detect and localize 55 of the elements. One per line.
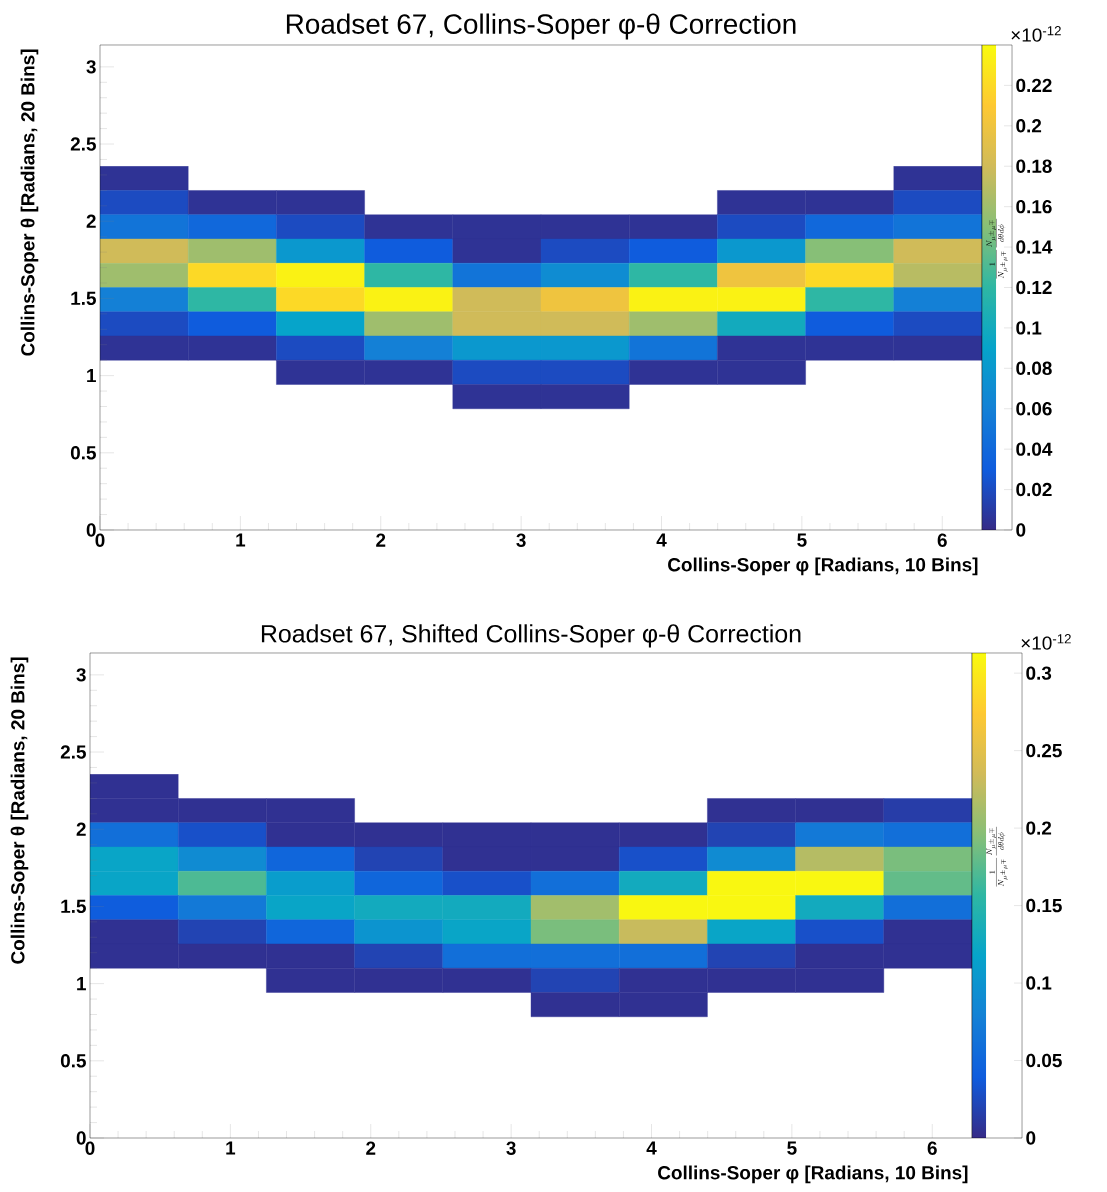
x-axis-title: Collins-Soper φ [Radians, 10 Bins] [658, 1165, 968, 1184]
y-tick-label: 2 [76, 822, 86, 836]
y-tick-label: 1.5 [71, 291, 96, 306]
x-tick-label: 1 [236, 533, 246, 547]
color-bar-label: 0 [1016, 523, 1026, 537]
chart-title: Roadset 67, Collins-Soper φ-θ Correction [286, 13, 796, 40]
color-bar-label: 0.25 [1026, 743, 1062, 758]
color-bar-label: 0.05 [1026, 1053, 1062, 1068]
color-bar-label: 0.12 [1016, 280, 1052, 295]
color-bar-label: 0.22 [1016, 78, 1052, 93]
color-bar-label: 0.18 [1016, 159, 1052, 173]
y-tick-label: 2.5 [60, 745, 86, 759]
x-tick-label: 6 [937, 533, 947, 547]
color-bar-title: $\frac{1}{N_{\mu^{\pm}\mu^{\mp}}}\frac{N_{\mu^{\pm}\mu^{\mp}}}{d\theta d\phi}$ [986, 826, 1008, 887]
color-bar-label: 0.02 [1016, 482, 1052, 497]
x-tick-label: 4 [646, 1141, 657, 1155]
color-bar-label: 0.14 [1016, 240, 1053, 254]
y-tick-label: 1 [87, 369, 96, 383]
y-tick-label: 0.5 [70, 446, 96, 460]
x-axis-title: Collins-Soper φ [Radians, 10 Bins] [668, 557, 978, 576]
color-bar-label: 0.1 [1016, 321, 1042, 335]
color-bar-label: 0.04 [1016, 442, 1053, 456]
y-tick-label: 3 [76, 668, 86, 682]
x-tick-label: 4 [656, 533, 667, 547]
y-tick-label: 0.5 [60, 1054, 86, 1068]
color-bar-label: 0.2 [1016, 119, 1042, 133]
x-tick-label: 1 [226, 1141, 236, 1155]
y-tick-label: 3 [86, 60, 96, 74]
text: ×10$^{-12}$ [1011, 26, 1061, 42]
y-axis-title: Collins-Soper θ [Radians, 20 Bins] [20, 49, 39, 356]
color-bar-label: 0.08 [1016, 361, 1052, 376]
y-tick-label: 1 [77, 977, 86, 991]
x-tick-label: 2 [376, 533, 386, 547]
color-bar-label: 0.1 [1026, 976, 1052, 990]
y-tick-label: 2 [86, 214, 96, 228]
color-bar-label: 0.15 [1026, 898, 1062, 913]
color-bar-label: 0.3 [1026, 666, 1052, 680]
color-bar-label: 0.2 [1026, 821, 1052, 835]
y-tick-label: 0 [76, 1131, 86, 1145]
color-bar-label: 0 [1026, 1131, 1036, 1145]
y-tick-label: 0 [86, 523, 96, 537]
y-axis-title: Collins-Soper θ [Radians, 20 Bins] [10, 657, 29, 964]
text: ×10$^{-12}$ [1021, 634, 1071, 650]
chart-title: Roadset 67, Shifted Collins-Soper φ-θ Correction [261, 624, 801, 648]
x-tick-label: 5 [787, 1141, 797, 1155]
x-tick-label: 0 [95, 533, 105, 547]
y-tick-label: 1.5 [61, 899, 86, 914]
color-bar-label: 0.16 [1016, 199, 1052, 214]
x-tick-label: 3 [516, 533, 526, 547]
x-tick-label: 6 [927, 1141, 937, 1155]
x-tick-label: 2 [366, 1141, 376, 1155]
y-tick-label: 2.5 [70, 137, 96, 151]
color-bar-label: 0.06 [1016, 402, 1052, 416]
x-tick-label: 3 [506, 1141, 516, 1155]
x-tick-label: 5 [797, 533, 807, 547]
